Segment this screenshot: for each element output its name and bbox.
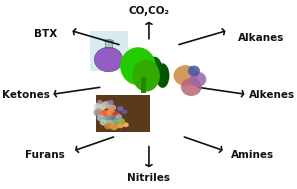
Ellipse shape bbox=[104, 40, 113, 42]
Ellipse shape bbox=[97, 115, 105, 122]
Ellipse shape bbox=[123, 122, 129, 127]
Text: Amines: Amines bbox=[231, 150, 274, 160]
Bar bbox=[141, 77, 146, 93]
Ellipse shape bbox=[117, 106, 124, 111]
Ellipse shape bbox=[94, 102, 106, 112]
Ellipse shape bbox=[94, 47, 123, 72]
Bar bbox=[96, 94, 150, 132]
Ellipse shape bbox=[104, 123, 112, 129]
Ellipse shape bbox=[106, 120, 115, 127]
Ellipse shape bbox=[100, 110, 111, 119]
Ellipse shape bbox=[110, 124, 118, 130]
Ellipse shape bbox=[97, 100, 102, 104]
Ellipse shape bbox=[108, 104, 116, 111]
Ellipse shape bbox=[188, 66, 200, 76]
Text: Furans: Furans bbox=[25, 150, 65, 160]
Text: BTX: BTX bbox=[34, 29, 57, 39]
Text: Alkenes: Alkenes bbox=[249, 90, 295, 99]
Text: Nitriles: Nitriles bbox=[127, 173, 170, 183]
Ellipse shape bbox=[132, 60, 160, 92]
Ellipse shape bbox=[120, 47, 156, 85]
Ellipse shape bbox=[121, 109, 127, 114]
Ellipse shape bbox=[94, 108, 103, 117]
Ellipse shape bbox=[116, 114, 122, 120]
Ellipse shape bbox=[173, 65, 198, 86]
Ellipse shape bbox=[113, 119, 120, 125]
Ellipse shape bbox=[156, 63, 169, 88]
Ellipse shape bbox=[181, 78, 202, 96]
Ellipse shape bbox=[102, 101, 112, 109]
Ellipse shape bbox=[112, 111, 120, 118]
Ellipse shape bbox=[146, 57, 162, 83]
Bar bbox=[105, 41, 112, 48]
Ellipse shape bbox=[108, 100, 114, 105]
Ellipse shape bbox=[110, 115, 117, 121]
Text: Ketones: Ketones bbox=[2, 90, 50, 99]
Ellipse shape bbox=[102, 116, 112, 123]
Ellipse shape bbox=[117, 123, 124, 128]
Text: Alkanes: Alkanes bbox=[238, 33, 284, 43]
Ellipse shape bbox=[100, 119, 108, 126]
Ellipse shape bbox=[119, 118, 125, 124]
Ellipse shape bbox=[106, 109, 115, 116]
Text: CO,CO₂: CO,CO₂ bbox=[128, 6, 169, 16]
Bar bbox=[90, 31, 129, 71]
Ellipse shape bbox=[190, 72, 206, 87]
